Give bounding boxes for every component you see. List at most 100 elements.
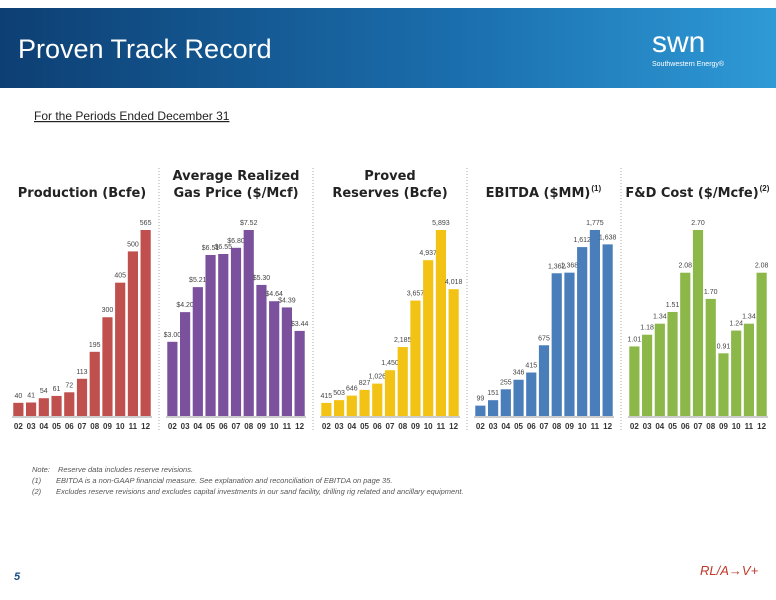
x-tick-label: 03 [27, 422, 36, 431]
bar [397, 347, 408, 416]
x-tick-label: 09 [103, 422, 112, 431]
value-label: 503 [333, 390, 345, 397]
x-tick-label: 12 [603, 422, 612, 431]
value-label: 1.01 [628, 336, 642, 343]
value-label: 40 [14, 393, 22, 400]
x-tick-label: 04 [655, 422, 664, 431]
bar [346, 395, 357, 416]
bar [577, 247, 588, 416]
chart-title: Reserves (Bcfe) [332, 186, 447, 201]
note-marker: Note: [32, 465, 50, 474]
value-label: $6.51 [202, 245, 220, 252]
bar [705, 298, 716, 416]
bar [654, 323, 665, 416]
x-tick-label: 10 [270, 422, 279, 431]
bar [359, 389, 370, 416]
x-tick-label: 10 [732, 422, 741, 431]
x-tick-label: 10 [116, 422, 125, 431]
x-tick-label: 12 [757, 422, 766, 431]
value-label: 2.08 [755, 263, 769, 270]
bar [218, 253, 229, 416]
bar [423, 260, 434, 416]
value-label: 41 [27, 393, 35, 400]
value-label: 2.08 [678, 263, 692, 270]
bar [488, 400, 499, 416]
bar [667, 311, 678, 416]
bar [205, 254, 216, 416]
x-tick-label: 09 [719, 422, 728, 431]
x-tick-label: 12 [141, 422, 150, 431]
x-tick-label: 08 [244, 422, 253, 431]
x-tick-label: 10 [424, 422, 433, 431]
bar [269, 301, 280, 416]
x-tick-label: 11 [129, 422, 138, 431]
bar [602, 244, 613, 416]
x-tick-label: 05 [668, 422, 677, 431]
x-tick-label: 02 [168, 422, 177, 431]
value-label: 1,450 [381, 360, 399, 367]
value-label: 2,185 [394, 337, 412, 344]
note-text: EBITDA is a non-GAAP financial measure. … [56, 476, 392, 485]
x-tick-label: 04 [193, 422, 202, 431]
value-label: 4,018 [445, 279, 463, 286]
bar [294, 330, 305, 416]
x-tick-label: 03 [489, 422, 498, 431]
value-label: 346 [513, 370, 525, 377]
value-label: 1.51 [666, 302, 680, 309]
value-label: 1,026 [369, 374, 387, 381]
value-label: $5.30 [253, 275, 271, 282]
value-label: 151 [487, 390, 499, 397]
bar [756, 272, 767, 416]
x-tick-label: 12 [295, 422, 304, 431]
bar [192, 287, 203, 416]
bar [281, 307, 292, 416]
bar [475, 405, 486, 416]
title-note: (1) [591, 184, 601, 193]
value-label: $5.21 [189, 277, 207, 284]
bar [680, 272, 691, 416]
value-label: 827 [359, 380, 371, 387]
x-tick-label: 07 [386, 422, 395, 431]
value-label: 415 [321, 393, 333, 400]
bar [564, 272, 575, 416]
value-label: $6.55 [215, 244, 233, 251]
x-tick-label: 04 [501, 422, 510, 431]
x-tick-label: 08 [552, 422, 561, 431]
value-label: 1,775 [586, 220, 604, 227]
x-tick-label: 11 [591, 422, 600, 431]
x-tick-label: 05 [206, 422, 215, 431]
note-marker: (2) [32, 487, 42, 496]
bar [51, 395, 62, 416]
footer-logo: RL/A→V+ [700, 563, 759, 578]
x-tick-label: 08 [398, 422, 407, 431]
value-label: 405 [114, 273, 126, 280]
x-tick-label: 02 [476, 422, 485, 431]
value-label: 255 [500, 379, 512, 386]
bar [13, 402, 24, 416]
bar [89, 351, 100, 416]
value-label: $4.64 [265, 291, 283, 298]
value-label: 5,893 [432, 220, 450, 227]
x-tick-label: 11 [283, 422, 292, 431]
value-label: $4.39 [278, 297, 296, 304]
chart-title: Production (Bcfe) [18, 186, 147, 201]
value-label: $3.00 [164, 332, 182, 339]
x-tick-label: 09 [257, 422, 266, 431]
page-number: 5 [14, 571, 21, 583]
bar [435, 230, 446, 416]
bar [513, 379, 524, 416]
value-label: 565 [140, 220, 152, 227]
bar [526, 372, 537, 416]
x-tick-label: 07 [540, 422, 549, 431]
bar [692, 230, 704, 416]
chart-title: Average Realized [173, 169, 300, 184]
value-label: 195 [89, 342, 101, 349]
x-tick-label: 02 [322, 422, 331, 431]
value-label: 1,368 [561, 263, 579, 270]
x-tick-label: 09 [565, 422, 574, 431]
bar [256, 284, 267, 416]
bar [551, 273, 562, 416]
value-label: 500 [127, 241, 139, 248]
x-tick-label: 06 [65, 422, 74, 431]
